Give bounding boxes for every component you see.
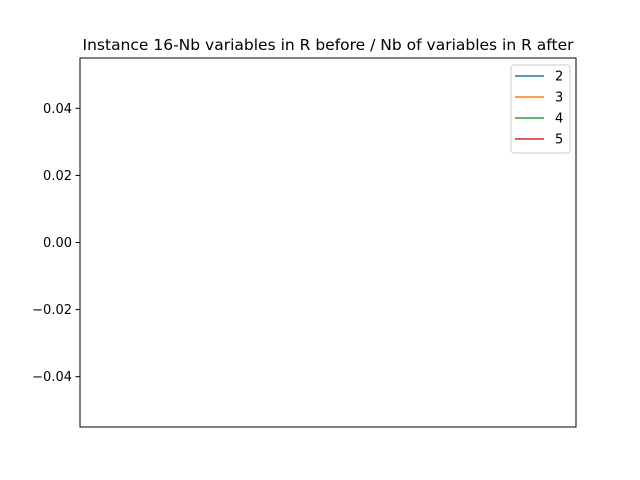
y-tick-label: −0.04 xyxy=(32,370,72,385)
y-tick-label: 0.02 xyxy=(43,169,72,184)
legend-label-4: 4 xyxy=(555,112,563,127)
y-tick-label: 0.04 xyxy=(43,102,72,117)
legend-label-5: 5 xyxy=(555,133,563,148)
legend-label-2: 2 xyxy=(555,70,563,85)
legend: 2 3 4 5 xyxy=(510,64,571,154)
chart-title: Instance 16-Nb variables in R before / N… xyxy=(83,36,575,54)
y-axis: 0.04 0.02 0.00 −0.02 −0.04 xyxy=(32,102,80,385)
legend-box xyxy=(510,64,571,154)
y-tick-label: 0.00 xyxy=(43,236,72,251)
y-tick-label: −0.02 xyxy=(32,303,72,318)
legend-label-3: 3 xyxy=(555,91,563,106)
plot-area xyxy=(79,57,577,428)
